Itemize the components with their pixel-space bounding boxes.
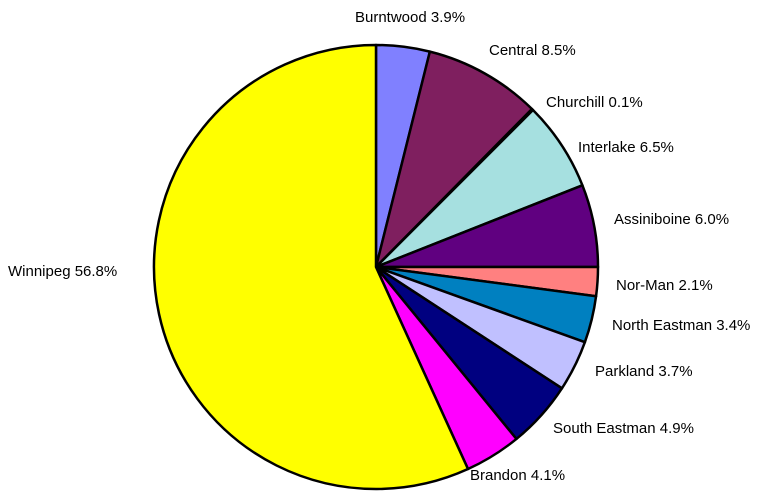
pie-slice-central [374, 50, 534, 269]
slice-label-burntwood: Burntwood 3.9% [355, 9, 465, 26]
slice-label-south-eastman: South Eastman 4.9% [553, 420, 694, 437]
pie-labels: Burntwood 3.9% Central 8.5% Churchill 0.1%… [8, 9, 750, 484]
slice-label-interlake: Interlake 6.5% [578, 139, 674, 156]
slice-label-churchill: Churchill 0.1% [546, 94, 643, 111]
slice-label-brandon: Brandon 4.1% [470, 467, 565, 484]
pie-slices [152, 43, 600, 491]
pie-slice-winnipeg [152, 43, 470, 491]
slice-label-winnipeg: Winnipeg 56.8% [8, 263, 117, 280]
slice-label-nor-man: Nor-Man 2.1% [616, 277, 713, 294]
slice-label-central: Central 8.5% [489, 42, 576, 59]
slice-label-north-eastman: North Eastman 3.4% [612, 317, 750, 334]
slice-label-assiniboine: Assiniboine 6.0% [614, 211, 729, 228]
slice-label-parkland: Parkland 3.7% [595, 363, 693, 380]
